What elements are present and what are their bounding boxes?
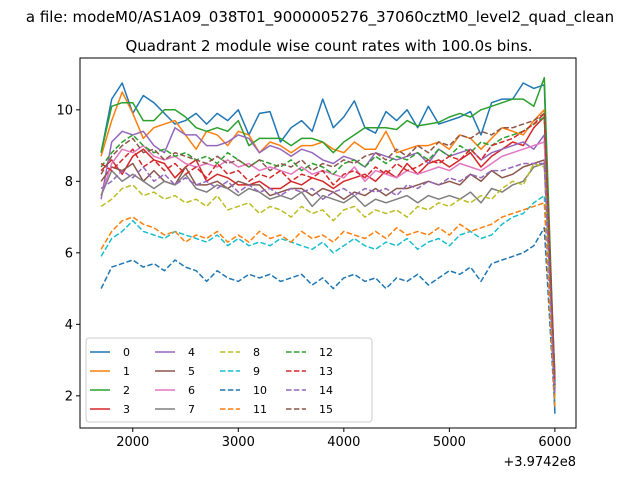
series-line-3 xyxy=(100,116,556,386)
series-line-9 xyxy=(100,194,556,404)
series-line-12 xyxy=(100,116,556,382)
legend-label-10: 10 xyxy=(253,384,267,397)
x-tick-label: 5000 xyxy=(433,435,466,450)
y-tick-label: 6 xyxy=(65,246,73,261)
plot-frame xyxy=(79,57,577,429)
legend-label-8: 8 xyxy=(253,346,260,359)
legend-label-15: 15 xyxy=(319,403,333,416)
legend-label-13: 13 xyxy=(319,365,333,378)
series-line-10 xyxy=(100,227,556,411)
legend-label-5: 5 xyxy=(188,365,195,378)
y-tick-label: 4 xyxy=(65,318,73,333)
y-axis: 2 4 6 8 10 xyxy=(56,103,80,404)
series-line-2 xyxy=(100,76,556,389)
x-axis-offset-label: +3.9742e8 xyxy=(503,455,576,470)
legend-frame xyxy=(85,337,373,423)
x-tick-label: 2000 xyxy=(116,435,149,450)
series-line-13 xyxy=(100,112,556,386)
x-tick-label: 3000 xyxy=(222,435,255,450)
series-line-6 xyxy=(100,141,556,379)
legend-label-3: 3 xyxy=(123,403,130,416)
series-line-11 xyxy=(100,202,556,407)
legend-label-4: 4 xyxy=(188,346,195,359)
legend-label-7: 7 xyxy=(188,403,195,416)
x-tick-label: 6000 xyxy=(538,435,571,450)
y-tick-label: 10 xyxy=(56,103,73,118)
y-tick-label: 8 xyxy=(65,175,73,190)
x-tick-label: 4000 xyxy=(327,435,360,450)
legend-label-1: 1 xyxy=(123,365,130,378)
series-line-5 xyxy=(100,159,556,382)
plot-area xyxy=(100,76,556,414)
series-line-14 xyxy=(100,162,556,393)
legend-label-12: 12 xyxy=(319,346,333,359)
legend-label-2: 2 xyxy=(123,384,130,397)
y-tick-label: 2 xyxy=(65,389,73,404)
legend-label-14: 14 xyxy=(319,384,333,397)
series-line-15 xyxy=(100,112,556,379)
legend-label-0: 0 xyxy=(123,346,130,359)
x-axis: 2000 3000 4000 5000 6000 xyxy=(116,428,571,450)
legend-label-9: 9 xyxy=(253,365,260,378)
legend-label-6: 6 xyxy=(188,384,195,397)
chart-title: Quadrant 2 module wise count rates with … xyxy=(125,37,532,55)
series-line-1 xyxy=(100,91,556,396)
series-line-8 xyxy=(100,162,556,396)
legend-label-11: 11 xyxy=(253,403,267,416)
figure-super-title: a file: modeM0/AS1A09_038T01_9000005276_… xyxy=(26,8,614,27)
